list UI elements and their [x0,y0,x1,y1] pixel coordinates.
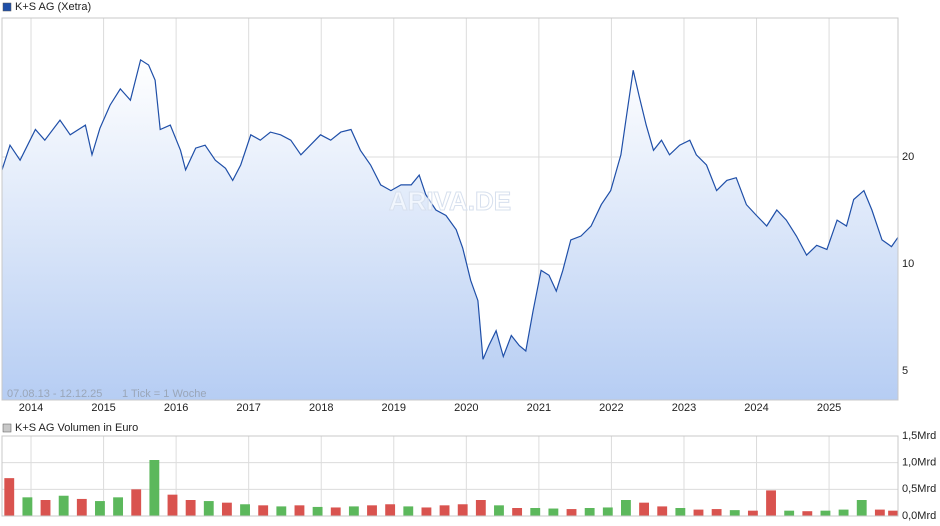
volume-bar [403,506,414,516]
volume-bar [621,500,631,516]
volume-bar [203,501,214,516]
volume-bar [657,506,668,516]
y-tick-label: 1,5Mrd [902,430,936,442]
volume-bar [802,511,813,516]
volume-bar [240,504,250,516]
volume-bar [675,508,686,516]
volume-bar [475,500,486,516]
volume-bar [22,497,33,516]
volume-bar [639,502,650,516]
legend-swatch [2,2,12,12]
volume-bar [4,478,15,516]
volume-bar [856,500,867,516]
volume-bar [693,509,704,516]
y-tick-label: 1,0Mrd [902,457,936,469]
volume-bar [367,505,377,516]
volume-bar [149,460,160,516]
volume-bar [548,508,559,516]
volume-bar [221,502,232,516]
x-tick-label: 2024 [744,402,768,414]
volume-bar [439,505,450,516]
x-tick-label: 2025 [817,402,841,414]
legend-label: K+S AG Volumen in Euro [15,422,138,434]
period-note: 07.08.13 - 12.12.25 [7,388,102,400]
x-tick-label: 2015 [91,402,115,414]
y-tick-label: 0,5Mrd [902,483,936,495]
y-tick-label: 0,0Mrd [902,510,936,522]
volume-bar [58,495,69,516]
volume-bar [330,507,341,516]
volume-bar [131,489,142,516]
volume-bar [421,507,432,516]
legend-swatch [2,423,12,433]
volume-bar [784,510,795,516]
watermark: ARIVA.DE [389,186,511,216]
volume-bar [385,504,396,516]
volume-bar [185,500,196,516]
x-tick-label: 2023 [672,402,696,414]
volume-bar [40,500,51,516]
volume-bar [167,494,178,516]
plot-frame [1,17,899,401]
x-tick-label: 2014 [19,402,43,414]
volume-bar [258,505,269,516]
volume-bar [766,490,776,516]
y-tick-label: 20 [902,151,914,163]
volume-bar [113,497,124,516]
volume-bar [348,506,359,516]
volume-bar [711,509,722,516]
x-tick-label: 2017 [236,402,260,414]
x-tick-label: 2018 [309,402,333,414]
volume-bar [566,509,577,516]
volume-bar [276,506,287,516]
volume-bar [729,510,740,516]
area-fill [2,59,898,401]
y-tick-label: 5 [902,365,908,377]
volume-bar [584,508,595,516]
price-line [1,58,899,360]
volume-bar [95,501,105,516]
volume-bar [312,506,323,516]
legend-label: K+S AG (Xetra) [15,1,91,13]
y-tick-label: 10 [902,258,914,270]
x-tick-label: 2019 [382,402,406,414]
volume-bar [602,507,613,516]
x-tick-label: 2021 [527,402,551,414]
tick-note: 1 Tick = 1 Woche [122,388,206,400]
volume-bar [294,505,305,516]
x-tick-label: 2016 [164,402,188,414]
volume-bar [747,510,758,516]
volume-bar [888,510,898,516]
volume-bar [76,498,87,516]
volume-bar [874,509,885,516]
volume-bar [530,508,541,516]
volume-bar [838,509,849,516]
x-tick-label: 2020 [454,402,478,414]
volume-bar [457,504,468,516]
volume-bar [820,510,831,516]
x-tick-label: 2022 [599,402,623,414]
volume-bar [512,508,523,516]
plot-frame [1,435,899,517]
volume-bar [494,505,504,516]
